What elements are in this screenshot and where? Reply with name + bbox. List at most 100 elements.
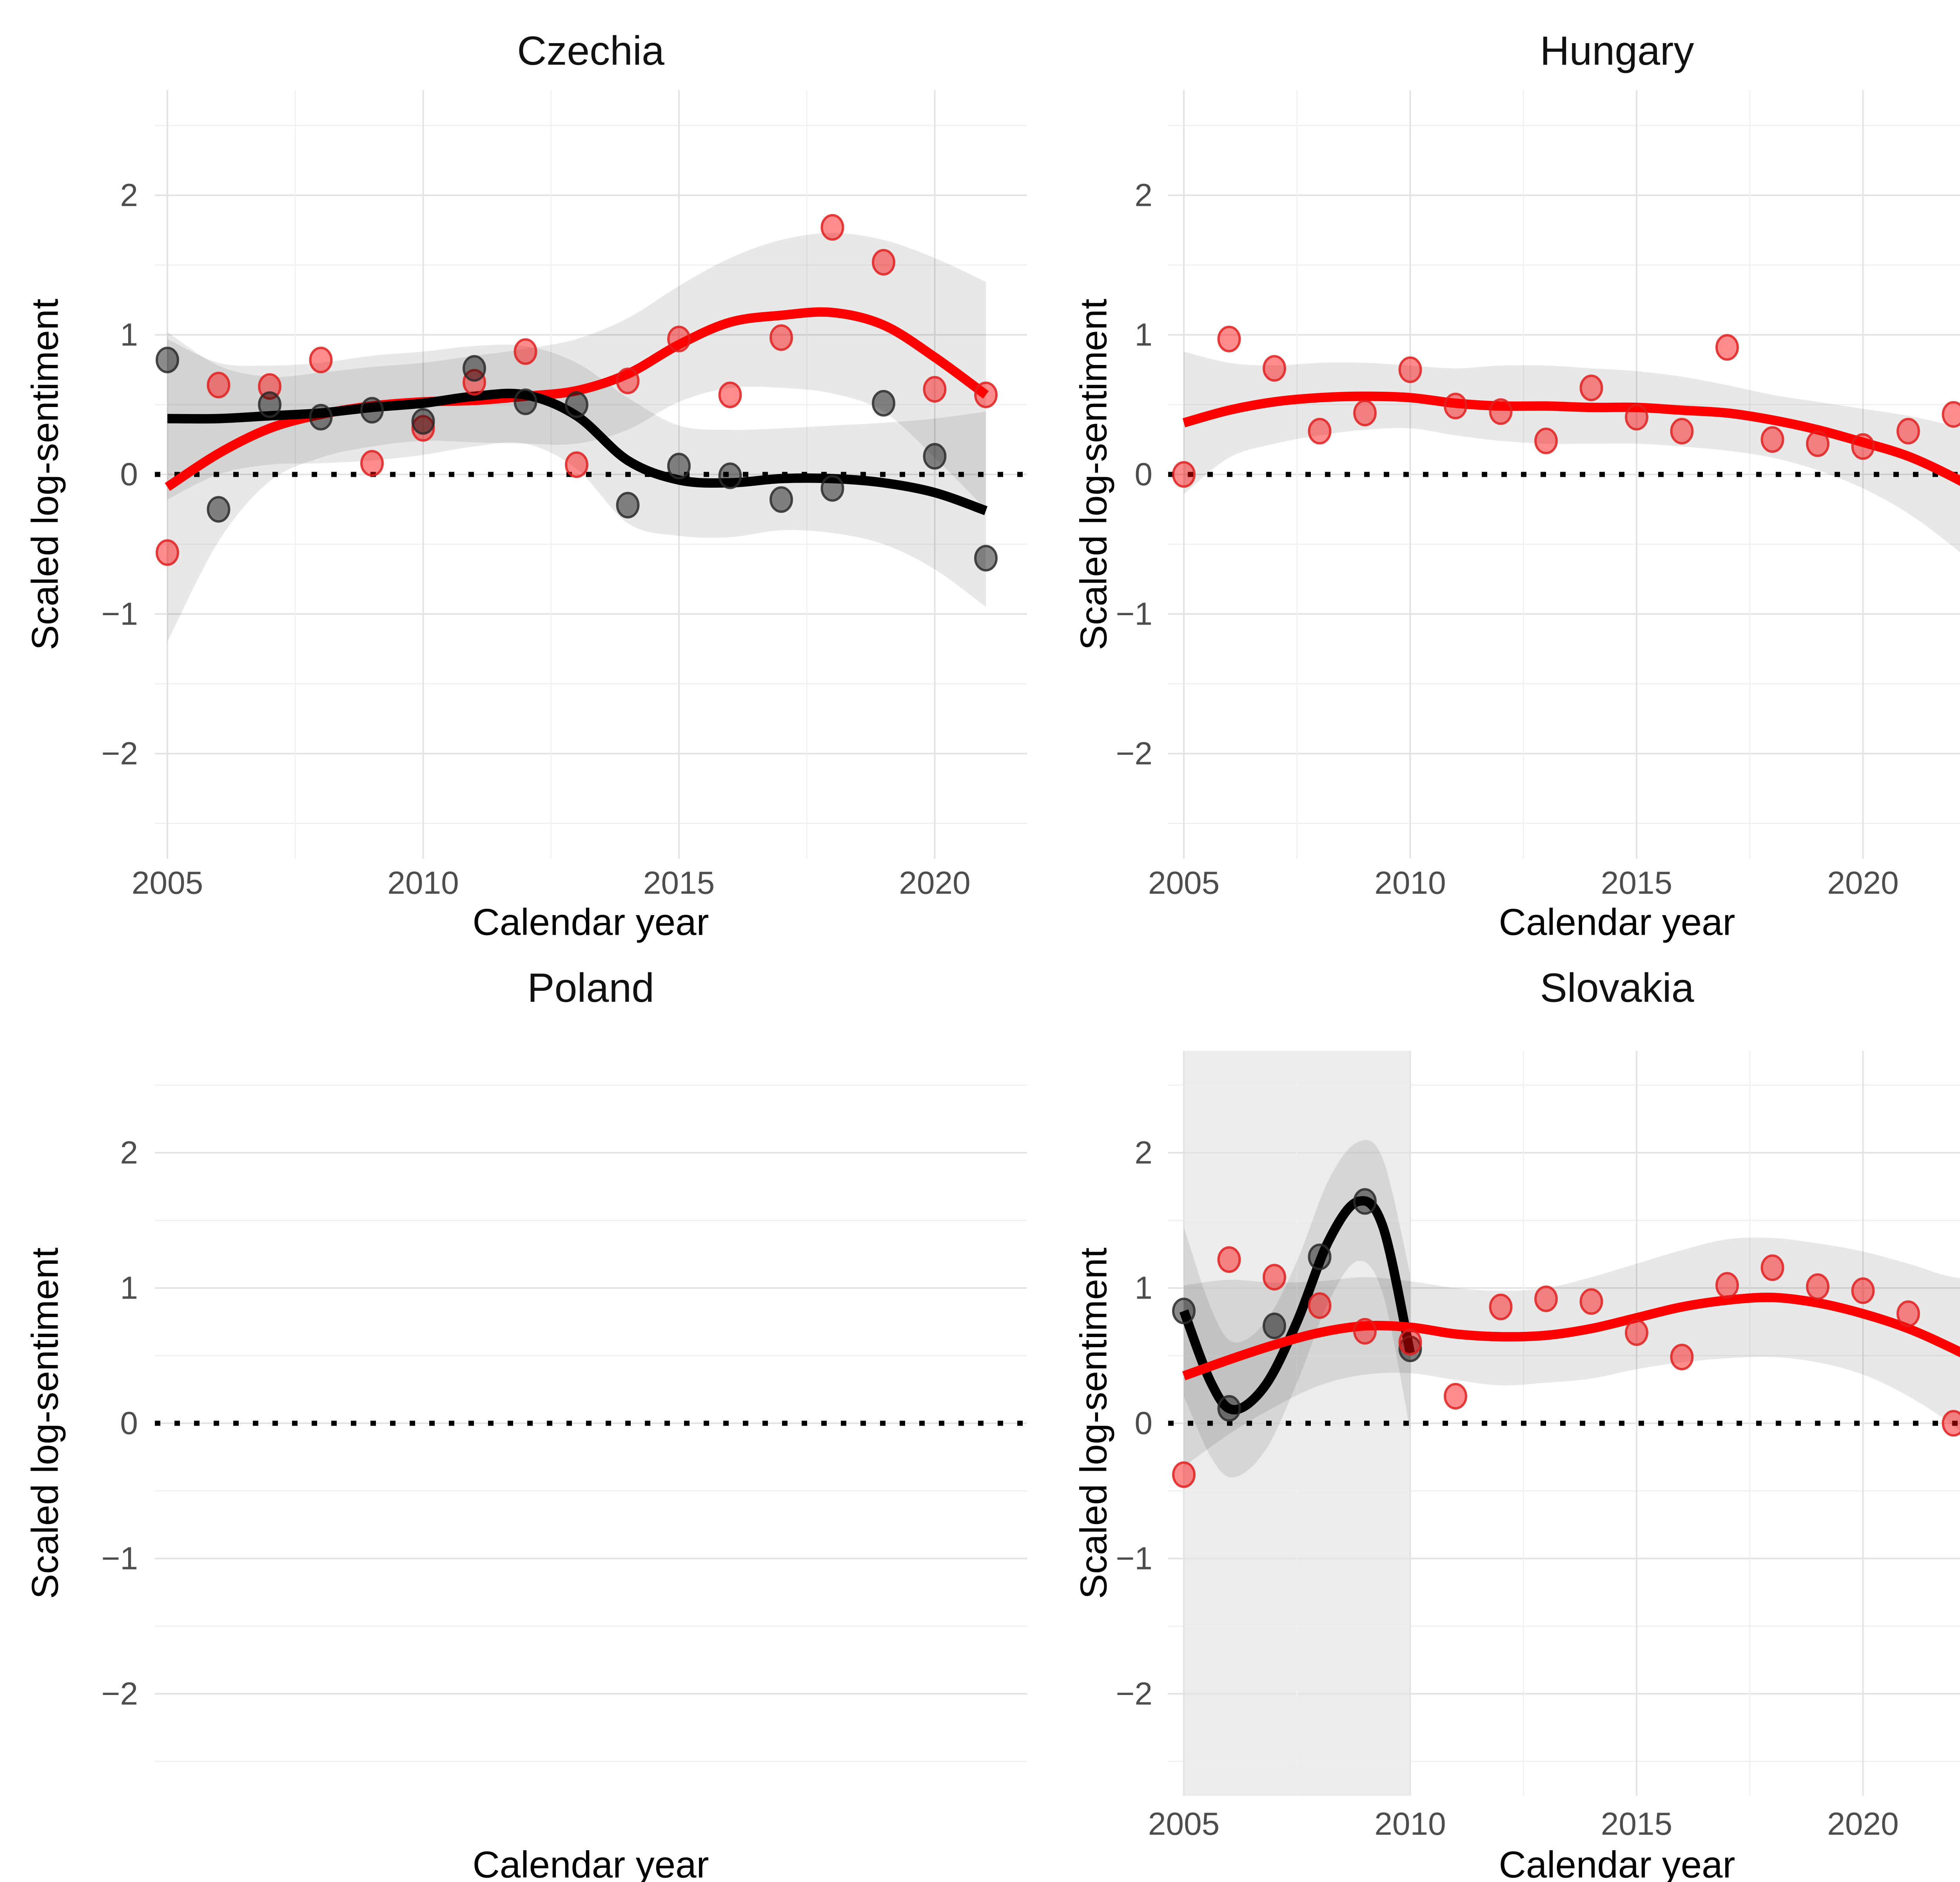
data-point bbox=[1534, 1285, 1558, 1312]
data-point bbox=[667, 452, 691, 480]
data-point bbox=[1398, 1329, 1422, 1355]
data-point bbox=[1217, 1395, 1241, 1422]
data-point bbox=[1670, 418, 1694, 445]
data-point bbox=[1172, 1461, 1196, 1488]
y-tick-label: 2 bbox=[120, 1135, 138, 1171]
data-point bbox=[1217, 325, 1241, 352]
data-point bbox=[1444, 1383, 1467, 1410]
data-point bbox=[1353, 1188, 1377, 1215]
data-point bbox=[1942, 1410, 1960, 1437]
y-tick-label: 0 bbox=[120, 1406, 138, 1441]
x-tick-label: 2010 bbox=[1374, 1806, 1446, 1842]
data-point bbox=[1353, 400, 1377, 427]
data-point bbox=[1896, 418, 1920, 445]
data-point bbox=[207, 372, 230, 399]
data-point bbox=[718, 381, 742, 409]
data-point bbox=[1534, 427, 1558, 454]
data-point bbox=[1806, 430, 1829, 457]
y-tick-label: 2 bbox=[120, 178, 138, 213]
data-point bbox=[1398, 356, 1422, 383]
data-point bbox=[1172, 461, 1196, 488]
x-tick-label: 2015 bbox=[1601, 865, 1672, 901]
y-tick-label: −2 bbox=[1116, 1676, 1153, 1712]
confidence-band bbox=[167, 233, 986, 642]
y-tick-label: −2 bbox=[102, 736, 138, 772]
smooth-line bbox=[165, 307, 989, 491]
data-point bbox=[1942, 401, 1960, 428]
panel-slovakia: 2 1 0 −1 −2 2005 2010 2015 2020 bbox=[1116, 1051, 1960, 1842]
x-tick-label: 2005 bbox=[132, 865, 203, 901]
data-point bbox=[463, 369, 486, 396]
data-point bbox=[1851, 1277, 1875, 1304]
y-tick-label: 1 bbox=[1134, 317, 1152, 353]
data-point bbox=[514, 388, 537, 415]
data-point bbox=[1806, 1273, 1829, 1300]
y-tick-label: −1 bbox=[102, 1541, 138, 1577]
y-tick-label: 2 bbox=[1134, 178, 1152, 213]
data-point bbox=[923, 376, 947, 403]
data-point bbox=[616, 367, 640, 394]
y-tick-label: −2 bbox=[1116, 736, 1153, 772]
data-point bbox=[616, 492, 640, 519]
panel-hungary: 2 1 0 −1 −2 2005 2010 2015 2020 bbox=[1116, 90, 1960, 901]
data-point bbox=[1489, 1293, 1513, 1321]
data-point bbox=[1308, 1243, 1332, 1270]
x-tick-label: 2005 bbox=[1148, 1806, 1220, 1842]
data-point bbox=[258, 373, 281, 400]
y-tick-label: 1 bbox=[120, 1270, 138, 1306]
data-point bbox=[565, 451, 588, 478]
data-point bbox=[1625, 404, 1648, 431]
smooth-line bbox=[1182, 1292, 1960, 1381]
y-tick-label: −1 bbox=[1116, 1541, 1153, 1577]
data-point bbox=[1308, 1292, 1332, 1319]
data-point bbox=[1579, 374, 1603, 401]
x-axis-title-hungary: Calendar year bbox=[1499, 901, 1735, 943]
data-point bbox=[463, 355, 486, 382]
x-tick-label: 2020 bbox=[899, 865, 970, 901]
panel-czechia: 2 1 0 −1 −2 2005 2010 2015 2020 bbox=[102, 90, 1027, 901]
y-tick-label: 2 bbox=[1134, 1135, 1152, 1171]
data-point bbox=[974, 381, 998, 409]
data-point bbox=[156, 539, 179, 566]
data-point bbox=[769, 486, 793, 513]
x-axis-title-poland: Calendar year bbox=[473, 1844, 709, 1882]
x-tick-label: 2020 bbox=[1827, 1806, 1898, 1842]
data-point bbox=[769, 324, 793, 351]
x-tick-label: 2020 bbox=[1827, 865, 1898, 901]
x-axis-title-slovakia: Calendar year bbox=[1499, 1844, 1735, 1882]
y-tick-label: 0 bbox=[1134, 457, 1152, 492]
data-point bbox=[1851, 433, 1875, 460]
data-point bbox=[258, 391, 281, 418]
x-tick-label: 2010 bbox=[387, 865, 459, 901]
data-point bbox=[565, 391, 588, 418]
data-point bbox=[1760, 426, 1784, 453]
panel-title-czechia: Czechia bbox=[517, 28, 664, 74]
y-tick-label: 1 bbox=[1134, 1270, 1152, 1306]
data-point bbox=[1579, 1288, 1603, 1315]
data-point bbox=[309, 404, 333, 431]
y-tick-label: 0 bbox=[1134, 1406, 1152, 1441]
data-point bbox=[872, 390, 895, 417]
y-tick-label: −2 bbox=[102, 1676, 138, 1712]
x-tick-label: 2015 bbox=[1601, 1806, 1672, 1842]
data-point bbox=[923, 443, 947, 470]
data-point bbox=[1670, 1343, 1694, 1370]
data-point bbox=[1263, 1264, 1286, 1291]
data-point bbox=[667, 325, 691, 352]
data-point bbox=[718, 462, 742, 489]
y-tick-label: −1 bbox=[1116, 596, 1153, 632]
confidence-band bbox=[1184, 1140, 1410, 1478]
data-point bbox=[1625, 1319, 1648, 1346]
data-point bbox=[872, 249, 895, 276]
panel-title-slovakia: Slovakia bbox=[1540, 965, 1694, 1011]
smooth-line bbox=[1179, 1196, 1415, 1415]
data-point bbox=[1760, 1254, 1784, 1281]
data-point bbox=[1353, 1318, 1377, 1345]
panel-title-poland: Poland bbox=[527, 965, 654, 1011]
y-axis-title-poland: Scaled log-sentiment bbox=[24, 1248, 66, 1599]
data-point bbox=[309, 347, 333, 374]
data-point bbox=[1263, 1312, 1286, 1339]
data-point bbox=[1715, 1272, 1739, 1299]
data-point bbox=[1263, 355, 1286, 382]
